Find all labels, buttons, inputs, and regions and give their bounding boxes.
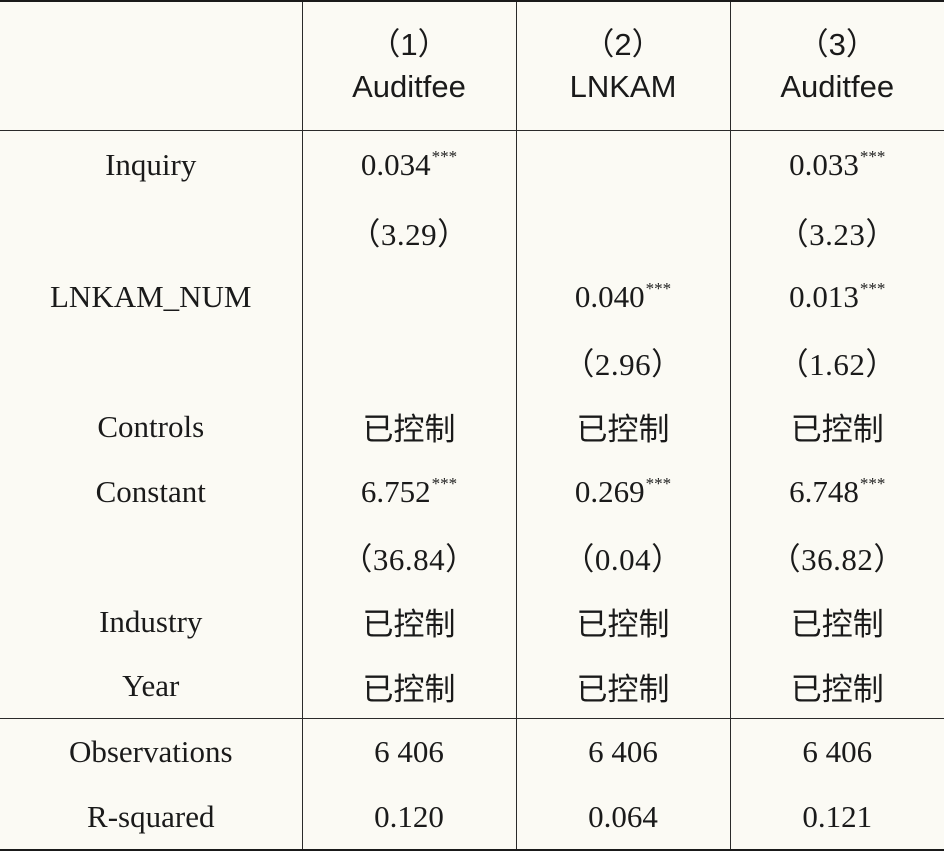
stat-value: 6 406	[302, 719, 516, 785]
coef-value: 0.034	[361, 147, 431, 182]
coef-cell: 6.748***	[730, 459, 944, 524]
column-number: （1）	[303, 24, 516, 66]
t-statistic: （3.29）	[302, 199, 516, 264]
row-label: R-squared	[0, 784, 302, 850]
controlled-value: 已控制	[730, 589, 944, 654]
coef-cell: 0.040***	[516, 264, 730, 329]
coef-cell: 0.013***	[730, 264, 944, 329]
controlled-value: 已控制	[302, 589, 516, 654]
table-row-constant-tstat: （36.84） （0.04） （36.82）	[0, 524, 944, 589]
row-label: Industry	[0, 589, 302, 654]
coefficient: 6.748***	[789, 474, 885, 510]
row-label-empty	[0, 199, 302, 264]
significance-stars: ***	[646, 474, 672, 493]
t-statistic: （36.84）	[302, 524, 516, 589]
t-statistic: （3.23）	[730, 199, 944, 264]
coefficient: 0.034***	[361, 147, 457, 183]
t-statistic: （36.82）	[730, 524, 944, 589]
stat-value: 0.120	[302, 784, 516, 850]
controlled-value: 已控制	[302, 394, 516, 459]
table-row-controls: Controls 已控制 已控制 已控制	[0, 394, 944, 459]
controlled-value: 已控制	[302, 654, 516, 719]
row-label-empty	[0, 524, 302, 589]
controlled-value: 已控制	[516, 589, 730, 654]
table-row-lnkam-num-tstat: （2.96） （1.62）	[0, 329, 944, 394]
row-label: Constant	[0, 459, 302, 524]
header-corner-cell	[0, 1, 302, 131]
column-header-1: （1） Auditfee	[302, 1, 516, 131]
table-row-inquiry: Inquiry 0.034*** 0.033***	[0, 131, 944, 200]
coef-value: 6.748	[789, 474, 859, 509]
significance-stars: ***	[432, 474, 458, 493]
coef-cell: 6.752***	[302, 459, 516, 524]
significance-stars: ***	[646, 279, 672, 298]
coefficient: 6.752***	[361, 474, 457, 510]
t-statistic: （0.04）	[516, 524, 730, 589]
t-statistic: （2.96）	[516, 329, 730, 394]
stat-value: 6 406	[730, 719, 944, 785]
coefficient: 0.040***	[575, 279, 671, 315]
coef-cell: 0.034***	[302, 131, 516, 200]
row-label: Year	[0, 654, 302, 719]
stat-value: 0.121	[730, 784, 944, 850]
column-header-2: （2） LNKAM	[516, 1, 730, 131]
controlled-value: 已控制	[516, 654, 730, 719]
row-label: LNKAM_NUM	[0, 264, 302, 329]
controlled-value: 已控制	[730, 394, 944, 459]
coef-cell	[302, 264, 516, 329]
coef-cell	[516, 131, 730, 200]
significance-stars: ***	[860, 147, 886, 166]
coefficient: 0.269***	[575, 474, 671, 510]
controlled-value: 已控制	[730, 654, 944, 719]
coef-value: 6.752	[361, 474, 431, 509]
coef-cell: 0.269***	[516, 459, 730, 524]
row-label: Controls	[0, 394, 302, 459]
column-variable: Auditfee	[731, 66, 944, 108]
coefficient: 0.013***	[789, 279, 885, 315]
row-label: Observations	[0, 719, 302, 785]
column-header-3: （3） Auditfee	[730, 1, 944, 131]
significance-stars: ***	[860, 474, 886, 493]
coef-value: 0.033	[789, 147, 859, 182]
table-row-constant: Constant 6.752*** 0.269*** 6.748***	[0, 459, 944, 524]
row-label: Inquiry	[0, 131, 302, 200]
t-statistic: （1.62）	[730, 329, 944, 394]
column-number: （2）	[517, 24, 730, 66]
coef-value: 0.269	[575, 474, 645, 509]
controlled-value: 已控制	[516, 394, 730, 459]
table-row-lnkam-num: LNKAM_NUM 0.040*** 0.013***	[0, 264, 944, 329]
coef-value: 0.013	[789, 279, 859, 314]
coefficient	[409, 279, 410, 315]
row-label-empty	[0, 329, 302, 394]
table-row-inquiry-tstat: （3.29） （3.23）	[0, 199, 944, 264]
coefficient: 0.033***	[789, 147, 885, 183]
column-number: （3）	[731, 24, 944, 66]
table-row-industry: Industry 已控制 已控制 已控制	[0, 589, 944, 654]
column-variable: LNKAM	[517, 66, 730, 108]
table-row-r-squared: R-squared 0.120 0.064 0.121	[0, 784, 944, 850]
coef-value: 0.040	[575, 279, 645, 314]
table-header-row: （1） Auditfee （2） LNKAM （3） Auditfee	[0, 1, 944, 131]
coef-cell: 0.033***	[730, 131, 944, 200]
table-row-year: Year 已控制 已控制 已控制	[0, 654, 944, 719]
significance-stars: ***	[860, 279, 886, 298]
t-statistic	[302, 329, 516, 394]
t-statistic	[516, 199, 730, 264]
significance-stars: ***	[432, 147, 458, 166]
coefficient	[623, 147, 624, 183]
stat-value: 6 406	[516, 719, 730, 785]
stat-value: 0.064	[516, 784, 730, 850]
table-row-observations: Observations 6 406 6 406 6 406	[0, 719, 944, 785]
column-variable: Auditfee	[303, 66, 516, 108]
